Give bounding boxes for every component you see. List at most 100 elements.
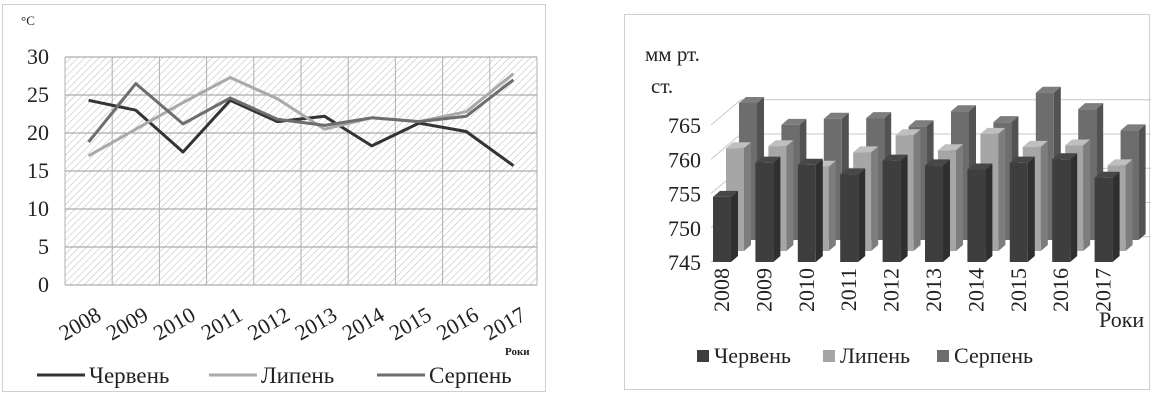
bar-1 <box>755 156 781 262</box>
bar-top <box>967 163 993 170</box>
bar-1 <box>925 159 950 262</box>
bar-top <box>1120 124 1146 131</box>
bar-top <box>797 158 823 165</box>
bar-1 <box>1052 153 1078 262</box>
x-tick-label: 2009 <box>102 302 153 346</box>
bar-top <box>938 144 963 151</box>
x-tick-label: 2017 <box>479 302 530 346</box>
bar-top <box>840 168 866 175</box>
legend-label: Серпень <box>429 363 512 388</box>
bar-top <box>781 118 807 125</box>
bar-1 <box>713 190 738 262</box>
x-tick-label: 2008 <box>709 268 734 312</box>
bar-front <box>755 162 774 262</box>
bar-top <box>925 159 950 166</box>
x-tick-label: 2015 <box>385 302 436 346</box>
bar-top <box>908 120 934 127</box>
pressure-bar-chart: 745 750 755 760 765 мм рт. ст. 2008 2009 2010 2011… <box>624 14 1151 390</box>
y-tick-label: 760 <box>668 147 701 172</box>
legend-swatch <box>697 350 709 362</box>
bar-front <box>713 196 731 262</box>
bar-front <box>840 174 859 262</box>
legend-label: Липень <box>261 363 334 388</box>
y-tick-label: 25 <box>27 82 49 107</box>
bar-1 <box>1094 171 1120 262</box>
legend-swatch <box>937 350 949 362</box>
bar-side <box>943 159 950 262</box>
bar-top <box>1065 139 1091 146</box>
y-tick-label: 745 <box>668 250 701 275</box>
y-tick-label: 755 <box>668 182 701 207</box>
bar-top <box>726 142 751 149</box>
bar-side <box>828 160 836 251</box>
bar-side <box>773 156 781 262</box>
y-tick-label: 750 <box>668 216 701 241</box>
y-axis-unit-label: мм рт. <box>645 42 700 66</box>
x-tick-label: 2012 <box>243 302 294 346</box>
x-tick-label: 2011 <box>836 268 861 311</box>
x-tick-label: 2010 <box>149 302 200 346</box>
temperature-line-chart-svg: 051015202530°C20082009201020112012201320… <box>21 13 538 388</box>
y-tick-label: 5 <box>38 234 49 259</box>
bar-top <box>993 116 1019 123</box>
pressure-bar-chart-svg: 745 750 755 760 765 мм рт. ст. 2008 2009 2010 2011… <box>645 42 1151 368</box>
bar-top <box>866 112 892 119</box>
bar-side <box>731 190 738 262</box>
bar-side <box>913 129 921 251</box>
bar-top <box>713 190 738 197</box>
bar-side <box>815 158 823 262</box>
bar-side <box>985 163 993 262</box>
bar-top <box>823 112 849 119</box>
x-tick-label: 2013 <box>290 302 341 346</box>
bar-side <box>871 146 879 251</box>
bar-side <box>956 144 963 251</box>
y-tick-label: 0 <box>38 272 49 297</box>
x-tick-label: 2009 <box>751 268 776 312</box>
x-axis-label: Роки <box>1099 307 1144 332</box>
y-tick-label: 30 <box>27 44 49 69</box>
side-gridline <box>710 133 742 160</box>
series-line-2 <box>87 72 515 158</box>
x-tick-label: 2013 <box>921 268 946 312</box>
y-tick-label: 20 <box>27 120 49 145</box>
legend-label: Липень <box>840 343 910 368</box>
y-axis-unit-label: °C <box>21 13 35 28</box>
bar-1 <box>1009 156 1035 262</box>
bar-top <box>980 127 1006 134</box>
bar-front <box>1009 162 1028 262</box>
bar-side <box>900 154 908 262</box>
bar-top <box>739 97 764 103</box>
x-tick-label: 2016 <box>1048 268 1073 312</box>
bar-1 <box>840 168 866 262</box>
bar-side <box>786 140 794 251</box>
bar-side <box>858 168 866 262</box>
bar-top <box>951 105 976 112</box>
bar-top <box>1078 103 1104 110</box>
temperature-line-chart: 0 5 10 15 20 25 30 °C 2008 2009 2010 2011 2012 2013 20… <box>2 4 546 392</box>
bar-top <box>1022 140 1048 147</box>
side-gridline <box>710 99 742 126</box>
bar-front <box>967 169 986 262</box>
bar-top <box>755 156 781 163</box>
bar-front <box>1052 159 1071 262</box>
bar-side <box>1070 153 1078 262</box>
bar-1 <box>967 163 993 262</box>
x-tick-label: 2014 <box>338 302 389 346</box>
bar-side <box>1125 159 1133 251</box>
legend-label: Серпень <box>954 343 1033 368</box>
x-tick-label: 2014 <box>963 268 988 312</box>
bar-side <box>1112 171 1120 262</box>
y-tick-label: 15 <box>27 158 49 183</box>
y-tick-label: 10 <box>27 196 49 221</box>
bar-1 <box>882 154 908 262</box>
series-line-3 <box>87 78 515 144</box>
x-tick-label: 2016 <box>432 302 483 346</box>
bar-front <box>1094 177 1113 262</box>
x-tick-label: 2012 <box>879 268 904 312</box>
bar-side <box>1027 156 1035 262</box>
y-axis-unit-label: ст. <box>651 74 673 98</box>
bar-top <box>1094 171 1120 178</box>
bar-top <box>1035 86 1061 93</box>
y-tick-label: 765 <box>668 113 701 138</box>
x-tick-label: 2015 <box>1006 268 1031 312</box>
